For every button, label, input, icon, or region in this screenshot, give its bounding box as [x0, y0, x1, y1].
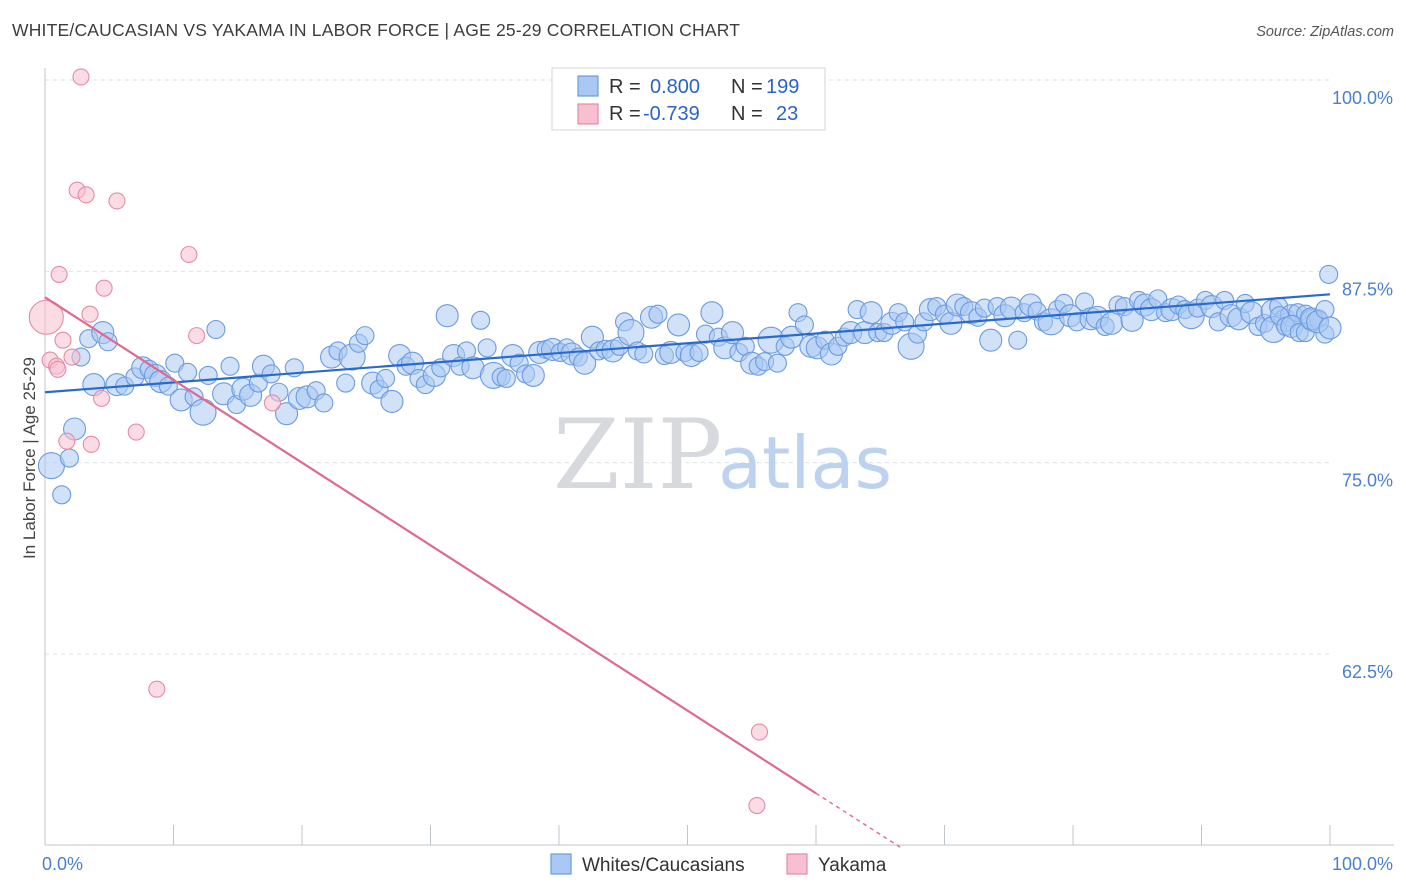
data-point-whites	[189, 398, 217, 426]
y-axis-title: In Labor Force | Age 25-29	[20, 357, 39, 559]
series-legend: Whites/Caucasians Yakama	[550, 853, 887, 876]
legend-n-value: 23	[776, 103, 798, 125]
data-point-whites	[52, 485, 72, 505]
series-yakama-points	[28, 68, 769, 815]
data-point-whites	[314, 393, 334, 413]
legend-r-label: R =	[609, 103, 641, 125]
data-point-yakama	[263, 394, 281, 412]
data-point-whites	[380, 389, 404, 413]
data-point-whites	[666, 313, 691, 337]
data-point-whites	[178, 362, 198, 382]
data-point-whites	[355, 326, 375, 346]
data-point-yakama	[77, 186, 95, 204]
data-point-whites	[165, 353, 185, 373]
data-point-whites	[1318, 316, 1342, 340]
data-point-whites	[689, 342, 709, 363]
data-point-whites	[375, 368, 396, 389]
legend-n-label: N =	[731, 76, 763, 98]
data-point-whites	[1008, 330, 1028, 350]
legend-whites-label: Whites/Caucasians	[582, 855, 745, 876]
data-point-yakama	[63, 348, 81, 366]
y-tick-label: 62.5%	[1342, 662, 1393, 682]
trend-lines	[44, 293, 1331, 849]
data-point-yakama	[50, 265, 68, 283]
data-point-whites	[59, 448, 79, 468]
y-tick-label: 100.0%	[1332, 88, 1393, 108]
data-point-yakama	[180, 245, 198, 264]
trend-line-whites	[44, 293, 1331, 394]
legend-r-value: -0.739	[643, 103, 700, 125]
data-point-yakama	[188, 327, 206, 345]
data-point-yakama	[748, 796, 766, 815]
watermark-atlas: atlas	[718, 421, 892, 505]
legend-n-value: 199	[766, 76, 799, 98]
data-point-whites	[496, 368, 516, 389]
legend-r-label: R =	[609, 76, 641, 98]
data-point-whites	[794, 315, 814, 335]
data-point-yakama	[92, 389, 111, 407]
data-point-yakama	[54, 331, 72, 349]
watermark: ZIP atlas	[553, 399, 892, 511]
legend-whites-swatch	[550, 853, 572, 875]
data-point-yakama	[58, 432, 76, 450]
data-point-whites	[859, 301, 883, 325]
data-point-whites	[720, 321, 745, 345]
legend-yakama-label: Yakama	[818, 855, 887, 876]
y-tick-labels: 62.5% 75.0% 87.5% 100.0%	[1332, 88, 1393, 682]
data-point-whites	[198, 365, 218, 385]
trend-line-yakama-extension	[815, 792, 903, 849]
data-point-whites	[979, 328, 1003, 352]
watermark-zip: ZIP	[553, 399, 722, 511]
data-point-yakama	[82, 435, 100, 453]
correlation-legend: R = 0.800 N = 199 R = -0.739 N = 23	[551, 67, 826, 131]
trend-line-yakama	[44, 296, 817, 795]
data-point-whites	[275, 402, 299, 426]
data-point-whites	[767, 353, 788, 373]
data-point-whites	[648, 304, 668, 324]
data-point-whites	[435, 304, 459, 328]
data-point-whites	[98, 332, 118, 352]
data-point-whites	[1315, 300, 1335, 320]
data-point-whites	[617, 319, 645, 347]
legend-yakama-swatch	[786, 853, 808, 875]
data-point-whites	[336, 373, 356, 393]
x-tick-labels: 0.0% 100.0%	[42, 854, 1393, 874]
legend-r-value: 0.800	[650, 76, 700, 98]
data-point-yakama	[750, 723, 769, 741]
data-point-whites	[471, 310, 491, 330]
x-tick-label: 0.0%	[42, 854, 83, 874]
y-tick-label: 87.5%	[1342, 279, 1393, 299]
data-point-whites	[206, 319, 226, 340]
data-point-yakama	[95, 279, 113, 297]
data-point-whites	[220, 356, 240, 376]
data-point-yakama	[127, 423, 145, 441]
data-point-yakama	[72, 68, 90, 86]
data-point-whites	[634, 344, 654, 364]
x-tick-label: 100.0%	[1332, 854, 1393, 874]
data-point-whites	[1319, 264, 1339, 284]
data-point-whites	[1100, 311, 1124, 335]
data-point-yakama	[28, 299, 64, 335]
data-point-yakama	[49, 360, 67, 378]
legend-pink-swatch	[577, 103, 599, 125]
source-label: Source: ZipAtlas.com	[1256, 24, 1394, 40]
data-point-whites	[521, 363, 545, 387]
legend-n-label: N =	[731, 103, 763, 125]
data-point-whites	[700, 301, 724, 325]
y-tick-label: 75.0%	[1342, 471, 1393, 491]
data-point-yakama	[108, 192, 126, 210]
legend-blue-swatch	[577, 75, 599, 97]
chart-title: WHITE/CAUCASIAN VS YAKAMA IN LABOR FORCE…	[12, 20, 741, 40]
data-point-yakama	[148, 680, 166, 698]
data-point-whites	[477, 338, 497, 358]
data-point-yakama	[81, 305, 99, 323]
